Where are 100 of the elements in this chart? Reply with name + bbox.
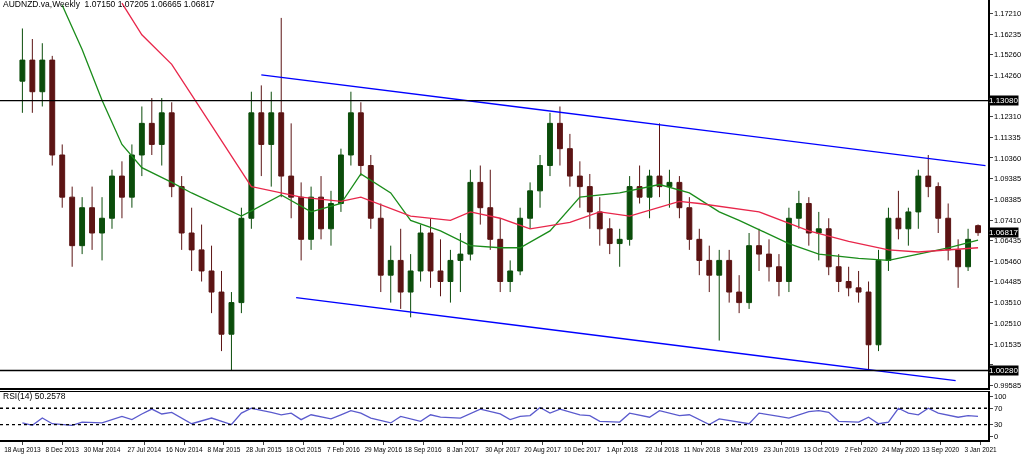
candlestick [835,253,842,293]
candlestick [925,154,932,198]
candlestick [895,190,902,240]
candlestick [676,175,683,219]
candlestick [845,266,852,297]
candlestick [865,281,872,371]
candlestick [576,160,583,209]
candlestick [955,238,962,289]
candlestick [626,175,633,247]
candlestick [318,175,324,240]
candlestick [417,224,424,283]
candlestick [766,238,772,283]
candlestick [507,259,514,293]
candlestick [427,217,434,289]
candlestick [188,207,195,272]
candlestick [367,154,374,230]
candlestick [586,173,593,230]
candlestick [298,181,305,261]
candlestick [29,38,36,114]
candlestick [99,196,105,261]
candlestick [268,91,275,188]
candlestick [616,228,623,268]
candlestick [19,27,26,114]
candlestick [238,207,245,314]
candlestick [726,249,733,304]
candlestick [905,207,912,247]
candlestick [457,232,464,293]
candlestick [875,249,882,352]
candlestick [776,253,782,297]
candlestick [278,17,285,198]
candlestick [258,84,265,177]
candlestick [935,181,942,234]
candlestick [696,228,703,276]
candlestick [148,97,155,156]
candlestick [228,291,235,371]
candlestick [686,196,693,251]
candlestick [248,91,255,230]
candlestick [795,190,802,230]
candlestick [855,270,862,304]
candlestick [208,245,215,314]
candlestick [357,101,364,177]
candlestick [736,274,743,314]
candlestick [537,154,543,209]
candlestick [527,181,534,230]
candlestick [397,228,404,310]
candlestick [387,245,394,304]
candlestick [59,143,66,209]
candlestick [128,143,135,209]
candlestick [646,169,653,219]
candlestick [288,122,295,219]
candlestick [158,97,165,167]
candlestick [746,232,753,310]
candlestick [666,169,673,209]
candlestick [596,196,603,247]
candlestick [756,228,762,272]
candlestick [138,105,145,177]
candlestick [39,42,46,107]
candlestick [109,169,115,230]
candlestick [656,122,663,198]
ref-line-label: 1.13080 [989,96,1019,105]
candlestick [308,186,315,251]
candlestick [447,249,454,304]
candlestick [915,169,922,230]
candlestick [119,160,125,219]
candlestick [437,238,444,297]
annotation: 1.06817 [989,228,1019,237]
candlestick [606,217,613,255]
candlestick [198,224,205,283]
candlestick [785,207,792,293]
candlestick [178,175,185,251]
candlestick [557,105,563,167]
candlestick [168,101,175,198]
candlestick [79,196,86,255]
candlestick [69,186,76,268]
candlestick [945,202,952,261]
candlestick [497,217,504,293]
candlestick [49,55,56,167]
candlestick [965,228,972,272]
candlestick [218,270,225,352]
candlestick [467,169,474,261]
line-series [21,406,979,427]
candlestick [477,165,484,226]
candlestick [885,207,892,272]
candlestick [706,245,713,293]
candlestick [547,112,553,177]
candlestick [89,186,96,251]
candlestick [338,148,344,213]
candlestick [825,217,832,276]
candlestick [347,91,354,167]
chart-title: AUDNZD.va,Weekly 1.07150 1.07205 1.06665 1.06817 [3,0,215,9]
candlestick [716,249,723,342]
candlestick [566,133,573,188]
candlestick [328,190,334,247]
candlestick [487,169,494,251]
candlestick [517,207,524,276]
ref-line-label: 1.00280 [989,366,1019,375]
candlestick [377,202,384,293]
candlestick [815,211,822,261]
candlestick [805,196,812,247]
candlestick [975,223,981,237]
